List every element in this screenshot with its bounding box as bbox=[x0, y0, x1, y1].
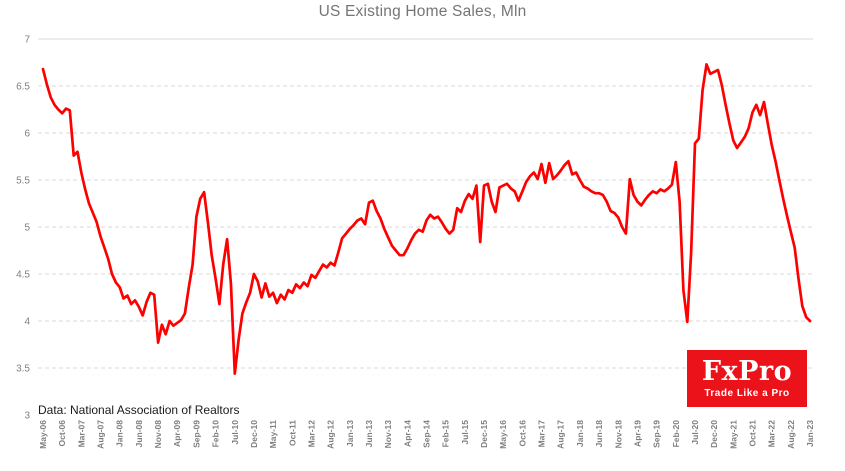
x-tick-label: Apr-19 bbox=[632, 420, 642, 447]
x-tick-label: Jun-18 bbox=[594, 420, 604, 448]
x-tick-label: Apr-09 bbox=[172, 420, 182, 447]
x-tick-label: Nov-08 bbox=[153, 420, 163, 449]
x-tick-label: May-06 bbox=[38, 420, 48, 449]
y-tick-label: 7 bbox=[24, 35, 30, 46]
x-tick-label: Sep-19 bbox=[652, 420, 662, 448]
x-tick-label: Mar-12 bbox=[306, 420, 316, 448]
x-tick-label: Jul-10 bbox=[230, 420, 240, 445]
x-tick-label: Mar-07 bbox=[76, 420, 86, 448]
y-tick-label: 4 bbox=[24, 317, 30, 328]
x-tick-label: Feb-20 bbox=[671, 420, 681, 448]
x-tick-label: Jan-13 bbox=[345, 420, 355, 447]
y-tick-label: 3 bbox=[24, 411, 30, 422]
x-tick-label: May-16 bbox=[498, 420, 508, 449]
x-tick-label: Jul-15 bbox=[460, 420, 470, 445]
fxpro-tagline-text: Trade Like a Pro bbox=[704, 388, 790, 399]
x-tick-label: May-21 bbox=[728, 420, 738, 449]
x-tick-label: Jan-23 bbox=[805, 420, 815, 447]
x-tick-label: Oct-11 bbox=[287, 420, 297, 446]
y-tick-label: 5.5 bbox=[16, 176, 30, 187]
sales-line bbox=[41, 63, 812, 375]
x-tick-label: Nov-13 bbox=[383, 420, 393, 449]
x-tick-label: Dec-10 bbox=[249, 420, 259, 448]
x-tick-label: Jun-13 bbox=[364, 420, 374, 448]
x-tick-label: Feb-10 bbox=[211, 420, 221, 448]
x-tick-label: Mar-17 bbox=[537, 420, 547, 448]
x-tick-label: Oct-21 bbox=[747, 420, 757, 447]
x-tick-label: Mar-22 bbox=[767, 420, 777, 448]
x-tick-label: Jan-18 bbox=[575, 420, 585, 447]
x-tick-label: Jan-08 bbox=[115, 420, 125, 447]
x-tick-label: May-11 bbox=[268, 420, 278, 449]
x-tick-label: Aug-07 bbox=[96, 420, 106, 449]
fxpro-logo: FxPro Trade Like a Pro bbox=[687, 350, 807, 407]
x-tick-label: Dec-20 bbox=[709, 420, 719, 448]
x-tick-label: Sep-09 bbox=[191, 420, 201, 448]
fxpro-brand-text: FxPro bbox=[701, 356, 793, 387]
source-note: Data: National Association of Realtors bbox=[38, 403, 240, 417]
y-tick-label: 3.5 bbox=[16, 364, 30, 375]
x-tick-label: Feb-15 bbox=[441, 420, 451, 448]
x-tick-label: Jul-20 bbox=[690, 420, 700, 445]
x-tick-label: Oct-16 bbox=[517, 420, 527, 447]
y-tick-label: 5 bbox=[24, 223, 30, 234]
x-tick-label: Oct-06 bbox=[57, 420, 67, 447]
x-tick-label: Sep-14 bbox=[422, 420, 432, 448]
x-tick-label: Aug-22 bbox=[786, 420, 796, 449]
x-tick-label: Apr-14 bbox=[402, 420, 412, 447]
x-tick-label: Nov-18 bbox=[613, 420, 623, 449]
y-tick-label: 6.5 bbox=[16, 82, 30, 93]
y-tick-label: 6 bbox=[24, 129, 30, 140]
x-tick-label: Aug-12 bbox=[326, 420, 336, 449]
y-tick-label: 4.5 bbox=[16, 270, 30, 281]
x-tick-label: Aug-17 bbox=[556, 420, 566, 449]
x-tick-label: Jun-08 bbox=[134, 420, 144, 448]
chart-title: US Existing Home Sales, Mln bbox=[318, 3, 527, 20]
x-tick-label: Dec-15 bbox=[479, 420, 489, 448]
